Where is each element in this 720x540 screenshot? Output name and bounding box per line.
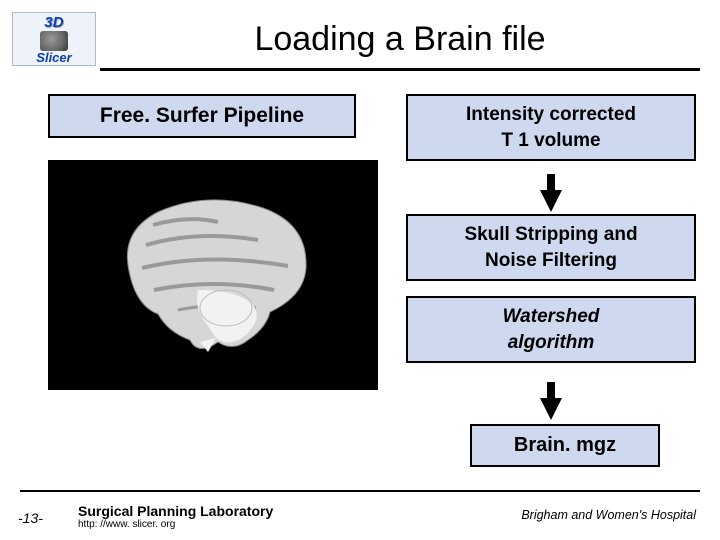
box3-line1: Watershed: [414, 304, 688, 330]
footer-lab: Surgical Planning Laboratory: [78, 503, 273, 519]
slide-title: Loading a Brain file: [100, 20, 700, 59]
brain-mri-image: [48, 160, 378, 390]
box3-line2: algorithm: [414, 330, 688, 356]
box1-line1: Intensity corrected: [414, 102, 688, 128]
box2-line2: Noise Filtering: [414, 248, 688, 274]
pipeline-box-skull-stripping: Skull Stripping and Noise Filtering: [406, 214, 696, 281]
pipeline-box-output: Brain. mgz: [470, 424, 660, 467]
freesurfer-pipeline-box: Free. Surfer Pipeline: [48, 94, 356, 138]
footer-hospital: Brigham and Women's Hospital: [521, 508, 696, 522]
brain-shape: [98, 190, 328, 360]
logo-text-top: 3D: [44, 15, 63, 30]
title-rule: [100, 68, 700, 71]
page-number: -13-: [18, 510, 43, 526]
arrow-icon: [540, 190, 562, 212]
slicer-logo: 3D Slicer: [12, 12, 96, 66]
footer-rule: [20, 490, 700, 492]
footer-left: Surgical Planning Laboratory http: //www…: [78, 503, 273, 530]
box1-line2: T 1 volume: [414, 128, 688, 154]
pipeline-box-intensity: Intensity corrected T 1 volume: [406, 94, 696, 161]
pipeline-box-watershed: Watershed algorithm: [406, 296, 696, 363]
footer-url: http: //www. slicer. org: [78, 519, 273, 530]
logo-text-bottom: Slicer: [36, 51, 71, 64]
box2-line1: Skull Stripping and: [414, 222, 688, 248]
arrow-icon: [540, 398, 562, 420]
logo-icon: [40, 31, 68, 51]
